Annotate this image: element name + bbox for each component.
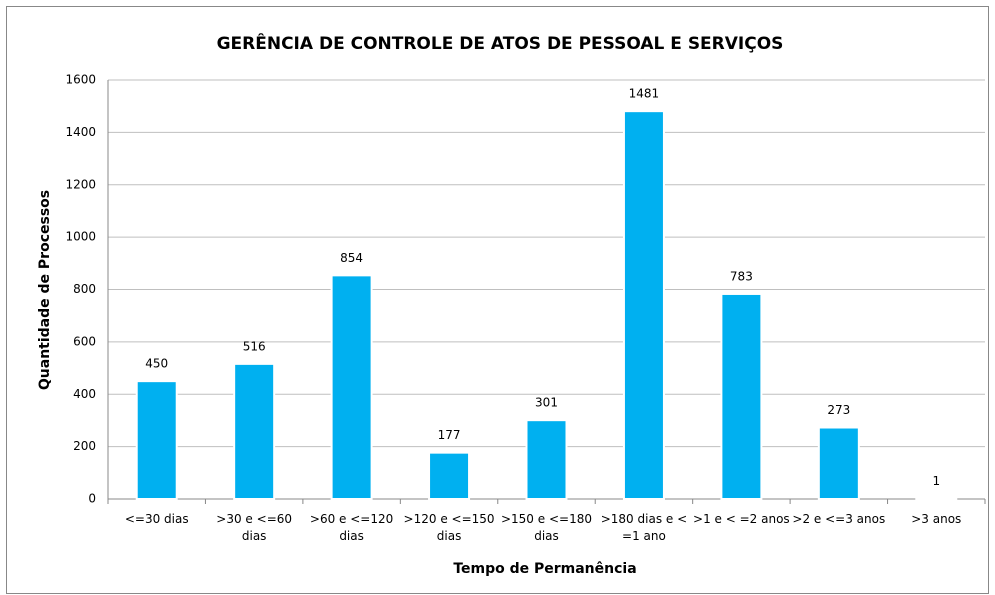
x-tick-label: <=30 dias [124,512,189,526]
x-tick-label: >150 e <=180 dias [500,512,592,543]
y-tick-label: 1000 [65,230,96,244]
bar [525,419,568,500]
y-tick-label: 1200 [65,177,96,191]
x-tick-label: >180 dias e < =1 ano [600,512,688,543]
data-label: 1 [932,474,940,488]
y-tick-label: 0 [88,492,96,506]
bar [720,292,763,500]
bar [817,426,860,500]
bar [233,362,276,500]
x-tick-label: >2 e <=3 anos [792,512,886,526]
x-tick-label: >120 e <=150 dias [403,512,495,543]
bar [428,451,471,501]
data-label: 450 [145,357,168,371]
y-tick-label: 1400 [65,125,96,139]
y-tick-label: 400 [73,387,96,401]
y-tick-label: 600 [73,334,96,348]
y-tick-label: 800 [73,282,96,296]
bar [330,274,373,501]
x-tick-label: >60 e <=120 dias [309,512,394,543]
x-tick-label: >3 anos [911,512,962,526]
data-label: 516 [243,339,266,353]
x-tick-label: >30 e <=60 dias [216,512,293,543]
y-tick-label: 1600 [65,73,96,87]
data-label: 273 [827,403,850,417]
data-label: 854 [340,251,363,265]
bar [135,380,178,500]
y-axis-title: Quantidade de Processos [37,190,53,390]
bar [622,110,665,501]
chart-title: GERÊNCIA DE CONTROLE DE ATOS DE PESSOAL … [217,32,784,54]
y-tick-label: 200 [73,439,96,453]
x-axis-title: Tempo de Permanência [453,561,636,577]
chart-border [6,6,989,594]
data-label: 177 [438,428,461,442]
x-tick-label: >1 e < =2 anos [693,512,790,526]
data-label: 1481 [629,87,660,101]
data-label: 783 [730,269,753,283]
data-label: 301 [535,396,558,410]
